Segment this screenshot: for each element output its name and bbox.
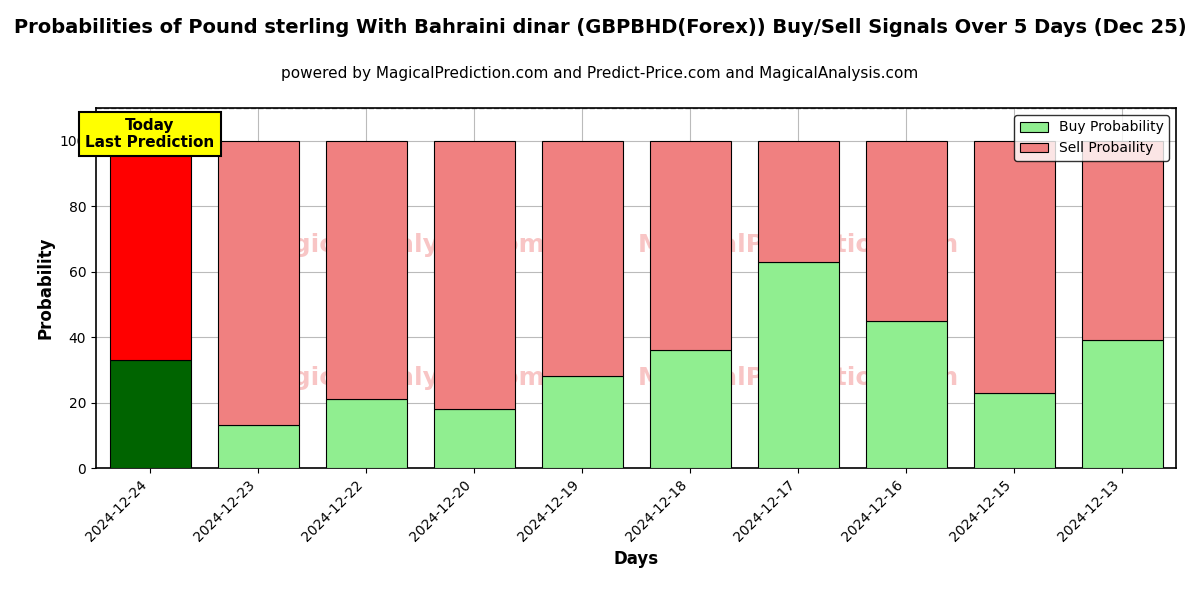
Bar	[325, 399, 407, 468]
Bar	[541, 141, 623, 376]
Y-axis label: Probability: Probability	[36, 237, 54, 339]
Bar	[217, 141, 299, 425]
Text: Today
Last Prediction: Today Last Prediction	[85, 118, 215, 150]
Bar	[649, 141, 731, 350]
Bar	[433, 141, 515, 409]
Bar	[109, 141, 191, 360]
Text: Probabilities of Pound sterling With Bahraini dinar (GBPBHD(Forex)) Buy/Sell Sig: Probabilities of Pound sterling With Bah…	[13, 18, 1187, 37]
Text: MagicalAnalysis.com: MagicalAnalysis.com	[252, 233, 545, 257]
Bar	[865, 141, 947, 321]
Bar	[109, 360, 191, 468]
Bar	[973, 141, 1055, 393]
Bar	[1081, 141, 1163, 340]
Bar	[541, 376, 623, 468]
Text: MagicalPrediction.com: MagicalPrediction.com	[637, 233, 959, 257]
Bar	[1081, 340, 1163, 468]
Bar	[757, 262, 839, 468]
Bar	[217, 425, 299, 468]
Legend: Buy Probability, Sell Probaility: Buy Probability, Sell Probaility	[1014, 115, 1169, 161]
Bar	[973, 393, 1055, 468]
Text: MagicalPrediction.com: MagicalPrediction.com	[637, 366, 959, 390]
Text: powered by MagicalPrediction.com and Predict-Price.com and MagicalAnalysis.com: powered by MagicalPrediction.com and Pre…	[281, 66, 919, 81]
Bar	[433, 409, 515, 468]
Bar	[757, 141, 839, 262]
Bar	[325, 141, 407, 399]
Text: MagicalAnalysis.com: MagicalAnalysis.com	[252, 366, 545, 390]
Bar	[649, 350, 731, 468]
Bar	[865, 321, 947, 468]
X-axis label: Days: Days	[613, 550, 659, 568]
